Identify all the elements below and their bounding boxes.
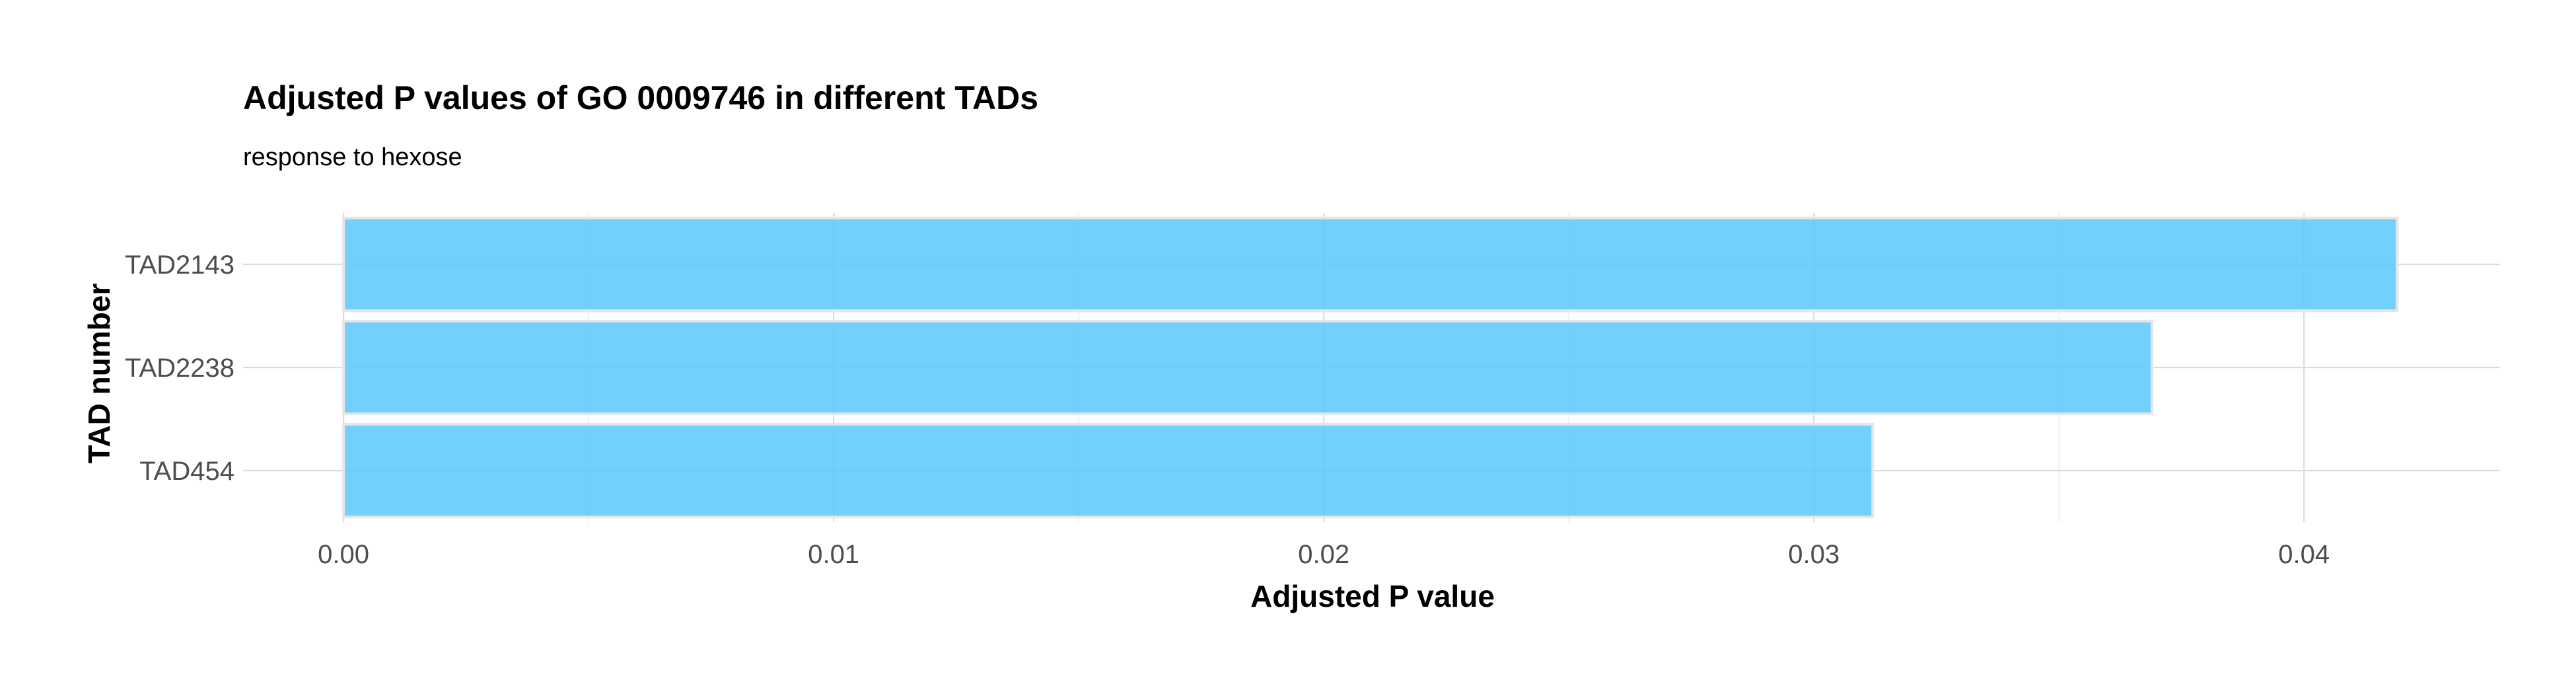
x-axis-title: Adjusted P value xyxy=(1250,579,1495,613)
y-tick-labels: TAD2143 TAD2238 TAD454 xyxy=(125,251,234,486)
y-tick-label: TAD454 xyxy=(139,457,234,486)
x-tick-labels: 0.00 0.01 0.02 0.03 0.04 xyxy=(318,540,2330,569)
x-tick-label: 0.04 xyxy=(2278,540,2330,569)
bar-tad454 xyxy=(342,422,1875,519)
y-axis-title: TAD number xyxy=(82,284,116,464)
bar-tad2238 xyxy=(342,319,2154,416)
y-tick-label: TAD2238 xyxy=(125,354,234,383)
x-tick-label: 0.03 xyxy=(1788,540,1840,569)
x-tick-label: 0.02 xyxy=(1298,540,1349,569)
chart-title: Adjusted P values of GO 0009746 in diffe… xyxy=(243,79,1038,116)
y-tick-label: TAD2143 xyxy=(125,251,234,280)
bars xyxy=(342,216,2399,519)
bar-tad2143 xyxy=(342,216,2399,313)
chart-subtitle: response to hexose xyxy=(243,143,462,171)
x-tick-label: 0.01 xyxy=(808,540,859,569)
x-tick-label: 0.00 xyxy=(318,540,369,569)
